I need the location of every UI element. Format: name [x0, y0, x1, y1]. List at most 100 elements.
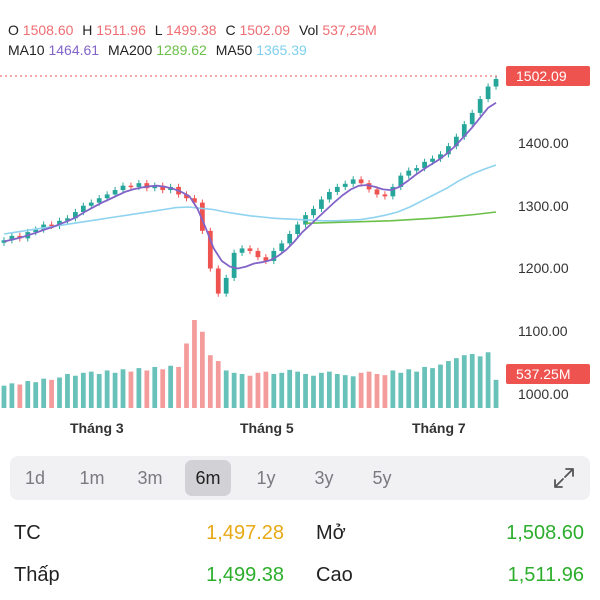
volume-bar	[398, 372, 404, 408]
volume-bar	[350, 376, 356, 408]
volume-bar	[319, 372, 324, 408]
volume-bar	[326, 371, 332, 408]
open-stat-value: 1,508.60	[506, 522, 584, 544]
candle-body	[295, 224, 300, 234]
high-value: 1511.96	[96, 22, 146, 38]
volume-bar	[49, 379, 54, 408]
volume-bar	[57, 377, 62, 408]
volume-bar	[430, 368, 435, 408]
ma10-value: 1464.61	[48, 42, 100, 58]
candle-body	[65, 218, 70, 221]
candle-body	[326, 191, 332, 200]
candle-body	[207, 230, 213, 269]
volume-bar	[374, 373, 380, 408]
high-stat-label: Cao	[316, 564, 353, 586]
candle-body	[493, 78, 499, 87]
volume-bar	[255, 372, 261, 408]
volume-bar	[477, 356, 483, 408]
range-tab-3y[interactable]: 3y	[314, 468, 334, 488]
candle-body	[271, 250, 277, 261]
candle-body	[239, 248, 245, 253]
volume-bar	[469, 354, 475, 408]
tc-value: 1,497.28	[206, 522, 284, 544]
range-tab-6m[interactable]: 6m	[185, 460, 231, 496]
range-tab-1d[interactable]: 1d	[24, 468, 46, 488]
ma200-line	[305, 211, 497, 225]
candle-body	[342, 183, 348, 187]
volume-bar	[207, 355, 213, 408]
volume-bar	[366, 371, 372, 408]
candle-body	[200, 202, 205, 231]
tc-label: TC	[14, 522, 41, 544]
volume-bar	[382, 375, 388, 408]
y-tick-1400: 1400.00	[518, 135, 569, 151]
volume-bar	[485, 352, 491, 408]
y-tick-1100: 1100.00	[518, 323, 568, 339]
candle-body	[112, 190, 118, 195]
candle-body	[255, 250, 261, 258]
open-value: 1508.60	[22, 22, 74, 38]
x-axis-label-3: Tháng 7	[412, 420, 466, 436]
volume-bar	[215, 361, 221, 408]
volume-bar	[223, 370, 229, 408]
close-label: C	[225, 22, 236, 38]
candle-body	[414, 168, 420, 171]
last-price-tag-bg	[506, 66, 590, 86]
candle-body	[144, 183, 150, 189]
candle-body	[358, 179, 364, 184]
candle-body	[104, 194, 110, 199]
candle-body	[9, 235, 15, 241]
candle-body	[160, 185, 166, 191]
x-axis-label-1: Tháng 3	[70, 420, 124, 436]
volume-bar	[287, 369, 293, 408]
range-tab-5y[interactable]: 5y	[372, 468, 392, 488]
ma50-value: 1365.39	[256, 42, 307, 58]
volume-bar	[303, 373, 308, 408]
volume-bars	[1, 320, 499, 408]
ma200-label: MA200	[107, 42, 153, 58]
expand-icon[interactable]	[552, 466, 576, 490]
ohlc-header: O 1508.60 H 1511.96 L 1499.38 C 1502.09 …	[8, 22, 377, 38]
range-tab-1m[interactable]: 1m	[79, 468, 105, 488]
ma50-label: MA50	[215, 42, 253, 58]
candle-body	[319, 199, 324, 209]
candle-body	[184, 194, 189, 199]
volume-tag: 537.25M	[516, 366, 570, 382]
volume-bar	[192, 320, 197, 408]
low-value: 1499.38	[165, 22, 217, 38]
volume-bar	[200, 331, 205, 408]
range-tab-1y[interactable]: 1y	[256, 468, 276, 488]
volume-bar	[128, 371, 134, 408]
volume-tag-bg	[506, 364, 590, 384]
volume-bar	[342, 375, 348, 408]
volume-bar	[9, 383, 15, 408]
candle-body	[485, 86, 491, 100]
last-price-tag: 1502.09	[516, 68, 567, 84]
volume-bar	[136, 368, 142, 408]
candle-body	[279, 243, 285, 251]
candle-body	[374, 189, 380, 195]
volume-bar	[73, 375, 78, 408]
x-axis: Tháng 3 Tháng 5 Tháng 7	[70, 420, 466, 436]
volume-bar	[152, 366, 158, 408]
volume-bar	[493, 379, 499, 408]
volume-bar	[80, 372, 86, 408]
volume-bar	[279, 372, 285, 408]
low-label: L	[154, 22, 163, 38]
volume-bar	[446, 361, 451, 408]
volume-bar	[96, 373, 102, 408]
y-tick-1200: 1200.00	[518, 260, 569, 276]
candle-body	[136, 183, 142, 187]
candlesticks	[1, 75, 499, 297]
candle-body	[350, 179, 356, 184]
close-value: 1502.09	[239, 22, 291, 38]
volume-value: 537,25M	[322, 22, 377, 38]
price-chart[interactable]: 1400.00 1300.00 1200.00 1100.00 1000.00 …	[0, 0, 600, 410]
open-stat-label: Mở	[316, 522, 346, 544]
candle-body	[438, 154, 443, 159]
volume-bar	[184, 343, 189, 408]
high-stat-value: 1,511.96	[507, 564, 584, 586]
volume-bar	[112, 372, 118, 408]
range-tab-3m[interactable]: 3m	[137, 468, 163, 488]
candle-body	[382, 194, 388, 197]
